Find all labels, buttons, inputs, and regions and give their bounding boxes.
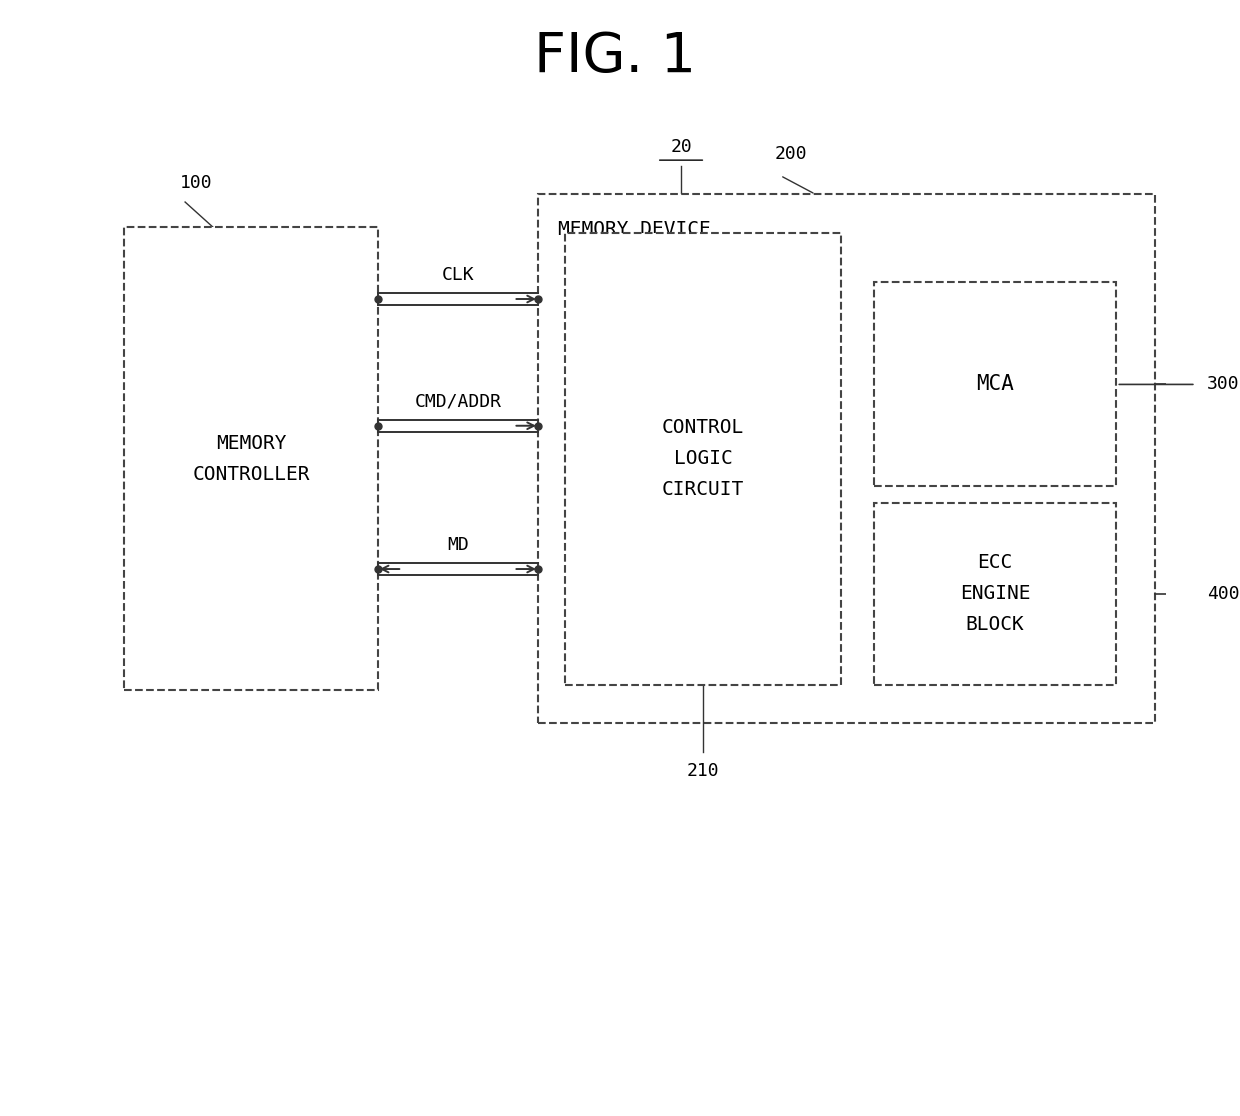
Text: CLK: CLK (441, 266, 474, 283)
Bar (874, 282, 1116, 487)
Bar (565, 233, 841, 685)
Text: ECC
ENGINE
BLOCK: ECC ENGINE BLOCK (960, 554, 1030, 634)
Text: FIG. 1: FIG. 1 (534, 29, 696, 84)
Text: 20: 20 (670, 138, 692, 156)
Text: 400: 400 (1207, 585, 1240, 603)
Bar (538, 194, 1154, 723)
Text: CMD/ADDR: CMD/ADDR (414, 393, 501, 411)
Bar (124, 228, 378, 691)
Text: 100: 100 (180, 174, 212, 192)
Text: CONTROL
LOGIC
CIRCUIT: CONTROL LOGIC CIRCUIT (662, 418, 744, 499)
Text: MCA: MCA (976, 374, 1014, 394)
Text: MEMORY DEVICE: MEMORY DEVICE (558, 220, 711, 239)
Bar (874, 503, 1116, 685)
Text: 210: 210 (687, 762, 719, 780)
Text: 200: 200 (775, 145, 807, 163)
Text: MEMORY
CONTROLLER: MEMORY CONTROLLER (192, 434, 310, 484)
Text: MD: MD (446, 536, 469, 554)
Text: 300: 300 (1207, 375, 1240, 394)
